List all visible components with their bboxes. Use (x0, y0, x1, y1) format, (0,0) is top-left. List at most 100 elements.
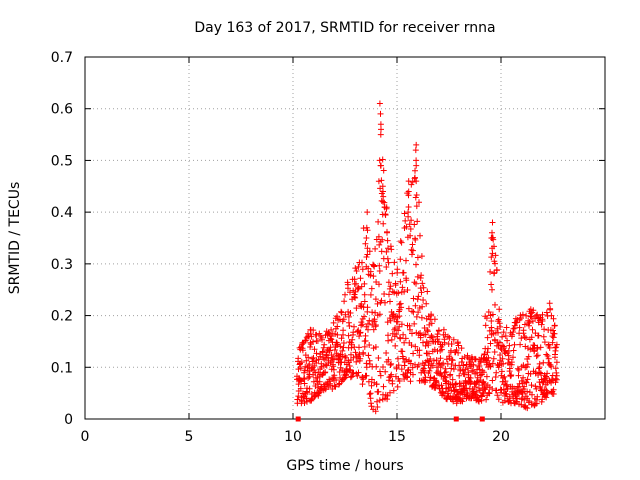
data-point (489, 360, 496, 367)
data-point (298, 397, 305, 404)
data-point (526, 319, 533, 326)
data-point (345, 313, 352, 320)
data-point (546, 300, 553, 307)
data-point (325, 329, 332, 336)
data-point (538, 370, 544, 377)
data-point (412, 236, 419, 243)
data-point (343, 371, 350, 378)
data-point (361, 343, 368, 350)
data-point (412, 343, 419, 350)
data-point (482, 357, 489, 363)
data-point (519, 311, 526, 318)
data-points (294, 100, 560, 415)
data-point (412, 147, 419, 154)
data-point (489, 250, 496, 257)
data-point (385, 279, 392, 286)
data-point (516, 324, 523, 331)
data-point (360, 351, 367, 357)
data-point (418, 253, 425, 260)
data-point (371, 263, 378, 270)
data-point (372, 408, 379, 415)
data-point (382, 299, 388, 306)
data-point (525, 353, 532, 360)
data-point (410, 247, 416, 254)
data-point (441, 339, 448, 346)
y-tick-label: 0.3 (51, 257, 73, 273)
data-point (410, 371, 416, 378)
data-point (409, 241, 416, 248)
data-point (464, 352, 471, 359)
data-point (377, 131, 384, 138)
data-point (515, 372, 522, 379)
data-point (394, 269, 401, 276)
data-point (480, 369, 487, 376)
data-point (375, 233, 382, 240)
data-point (543, 351, 550, 358)
data-point (538, 321, 545, 328)
data-point (543, 309, 550, 316)
data-point (327, 382, 334, 389)
data-point (413, 313, 420, 320)
data-point (486, 390, 493, 397)
data-point (386, 285, 393, 292)
data-point (450, 366, 457, 373)
data-point (492, 301, 498, 308)
data-point (499, 333, 506, 340)
data-point (366, 391, 373, 398)
data-point (313, 350, 320, 357)
data-point (403, 257, 409, 264)
data-point (404, 373, 411, 380)
data-point (362, 332, 369, 339)
data-point (489, 386, 496, 392)
data-point (417, 332, 424, 339)
data-point (424, 327, 431, 333)
data-point (530, 307, 537, 314)
data-point (364, 251, 371, 258)
data-point (334, 323, 341, 330)
data-point (398, 239, 405, 246)
data-point (524, 376, 531, 383)
data-point (419, 280, 426, 287)
data-point (547, 306, 554, 313)
data-point (552, 347, 559, 354)
data-point (351, 276, 358, 283)
data-point (378, 162, 384, 169)
data-point (546, 344, 553, 351)
data-point (310, 338, 316, 345)
data-point (490, 355, 497, 362)
data-point (340, 331, 346, 338)
data-point (432, 383, 439, 390)
data-point (361, 280, 368, 287)
data-point (523, 335, 529, 341)
data-point (467, 363, 474, 370)
y-tick-label: 0.1 (51, 360, 73, 376)
data-point (524, 405, 531, 412)
data-point (545, 341, 552, 348)
data-point (508, 372, 515, 378)
data-point (367, 268, 374, 275)
data-point (430, 357, 437, 364)
data-point (377, 121, 384, 128)
data-point (392, 282, 399, 288)
data-point (395, 362, 402, 369)
data-point (357, 355, 364, 362)
data-point (379, 183, 386, 190)
data-point (321, 341, 328, 348)
data-point (423, 338, 430, 345)
data-point (455, 342, 462, 349)
data-point (444, 390, 451, 397)
data-point (331, 372, 338, 379)
data-point (414, 254, 421, 261)
data-point (367, 390, 374, 397)
data-point (297, 385, 304, 392)
data-point (498, 368, 505, 375)
data-point (370, 326, 377, 333)
plot-frame (84, 56, 606, 420)
data-point (384, 237, 391, 244)
data-point (426, 350, 432, 357)
y-axis-label: SRMTID / TECUs (7, 182, 23, 295)
data-point (297, 365, 304, 372)
data-point (413, 280, 419, 287)
data-point (403, 277, 410, 284)
data-point (532, 330, 539, 337)
